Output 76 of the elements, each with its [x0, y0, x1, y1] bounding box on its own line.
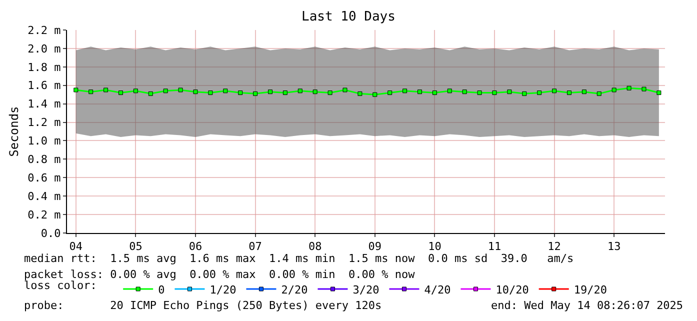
point [358, 91, 362, 96]
x-tick-label: 08 [308, 240, 322, 254]
point [133, 88, 138, 94]
point [178, 88, 183, 92]
point [298, 88, 302, 94]
x-tick-label: 13 [607, 240, 621, 254]
legend-title: loss color: [24, 278, 110, 292]
x-tick-label: 07 [248, 240, 262, 254]
point [402, 88, 408, 94]
point [163, 88, 168, 94]
y-tick-label: 0.6 m [28, 171, 62, 184]
point [477, 90, 482, 95]
point [507, 90, 512, 94]
text: end: Wed May 14 08:26:07 2025 [491, 299, 684, 312]
point [253, 91, 258, 96]
y-tick-label: 2.0 m [28, 42, 62, 56]
point [148, 91, 153, 96]
legend-label: 19/20 [574, 283, 607, 296]
x-tick-label: 11 [488, 240, 502, 254]
y-tick-label: 0.2 m [28, 208, 62, 222]
point [626, 86, 632, 90]
y-tick-label: 2.2 m [28, 24, 62, 37]
y-tick-label: 0.8 m [28, 153, 62, 166]
y-tick-label: 0.4 m [28, 190, 62, 203]
point [342, 88, 348, 92]
point [208, 90, 213, 95]
point [582, 90, 586, 94]
point [596, 91, 602, 96]
point [268, 90, 272, 94]
point [238, 90, 243, 95]
point [372, 92, 378, 97]
point [223, 88, 228, 94]
x-tick-label: 05 [129, 240, 142, 254]
chart-title: Last 10 Days [302, 10, 396, 25]
x-tick-label: 10 [428, 240, 442, 254]
y-tick-label: 1.2 m [28, 116, 62, 130]
x-tick-label: 04 [69, 240, 83, 254]
point [642, 86, 646, 92]
point [432, 90, 437, 95]
point [612, 88, 616, 92]
point [566, 90, 572, 95]
legend-label: 2/20 [281, 283, 308, 296]
text: packet loss: 0.00 % avg 0.00 % max 0.00 % min 0.00 % now [24, 268, 416, 281]
legend-label: 0 [158, 283, 165, 296]
y-tick-label: 1.8 m [28, 60, 62, 74]
y-tick-label: 0.0 [40, 226, 61, 240]
point [388, 90, 392, 95]
point [88, 90, 94, 94]
point [104, 88, 108, 92]
point [74, 88, 78, 92]
point [282, 90, 288, 95]
y-axis-title: Seconds [6, 106, 21, 157]
legend-label: 10/20 [496, 283, 529, 296]
y-tick-label: 1.0 m [28, 134, 62, 148]
legend-label: 4/20 [424, 283, 451, 296]
point [462, 90, 467, 94]
point [552, 88, 557, 94]
x-tick-label: 12 [548, 240, 561, 254]
point [537, 90, 542, 95]
x-tick-label: 09 [368, 240, 382, 254]
y-tick-label: 1.4 m [28, 98, 62, 111]
point [118, 90, 123, 95]
text: probe: 20 ICMP Echo Pings (250 Bytes) every 120s [24, 299, 382, 312]
point [656, 90, 662, 95]
text: median rtt: 1.5 ms avg 1.6 ms max 1.4 ms min 1.5 ms now 0.0 ms sd 39.0 am/s [24, 252, 574, 265]
point [492, 90, 497, 95]
x-tick-label: 06 [188, 240, 202, 254]
point [312, 90, 318, 94]
point [447, 88, 452, 94]
legend-label: 1/20 [210, 283, 236, 296]
y-tick-label: 1.6 m [28, 79, 62, 92]
point [328, 90, 332, 95]
point [522, 91, 527, 96]
point [417, 90, 422, 94]
legend-label: 3/20 [352, 283, 380, 296]
point [193, 90, 198, 94]
